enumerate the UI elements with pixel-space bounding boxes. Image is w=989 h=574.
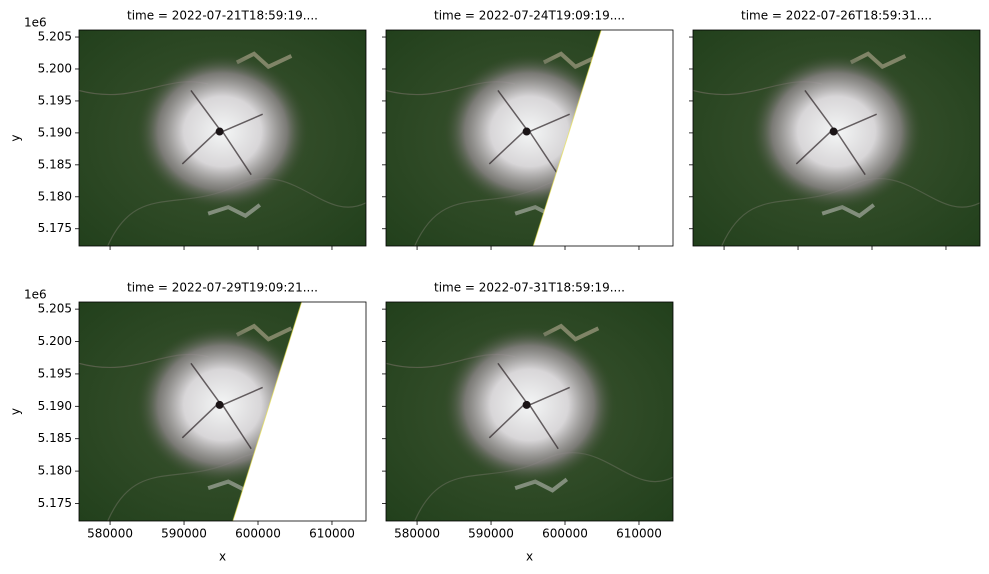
panel-title: time = 2022-07-31T18:59:19....: [434, 281, 625, 295]
summit: [522, 400, 531, 409]
y-offset-label: 1e6: [24, 16, 47, 30]
x-tick-label: 590000: [161, 527, 207, 541]
panel-title: time = 2022-07-26T18:59:31....: [741, 9, 932, 23]
panel-title: time = 2022-07-24T19:09:19....: [434, 9, 625, 23]
y-tick-label: 5.185: [38, 157, 72, 171]
y-tick-label: 5.175: [38, 221, 72, 235]
y-tick-label: 5.200: [38, 61, 72, 75]
panel-title: time = 2022-07-29T19:09:21....: [127, 281, 318, 295]
satellite-image: [79, 302, 366, 521]
axes-frame: [78, 301, 367, 522]
summit: [522, 127, 531, 136]
axes-frame: [692, 29, 981, 247]
crevasses: [488, 362, 570, 450]
y-tick-label: 5.205: [38, 302, 72, 316]
crevasses: [181, 90, 263, 176]
satellite-image: [386, 30, 673, 246]
x-tick-label: 610000: [309, 527, 355, 541]
x-axis-label: x: [526, 550, 533, 564]
axes-frame: [78, 29, 367, 247]
ridge: [207, 203, 262, 219]
x-tick-label: 600000: [235, 527, 281, 541]
summit: [215, 400, 224, 409]
y-tick-label: 5.190: [38, 125, 72, 139]
swath-edge: [532, 30, 602, 246]
axes-frame: [385, 301, 674, 522]
x-tick-label: 600000: [542, 527, 588, 541]
x-tick-label: 580000: [394, 527, 440, 541]
nodata-region: [533, 30, 673, 246]
y-tick-label: 5.195: [38, 366, 72, 380]
satellite-image: [693, 30, 980, 246]
crevasses: [488, 90, 570, 176]
y-tick-label: 5.180: [38, 189, 72, 203]
y-tick-label: 5.180: [38, 464, 72, 478]
y-tick-label: 5.185: [38, 431, 72, 445]
y-tick-label: 5.190: [38, 399, 72, 413]
ridge: [821, 203, 876, 219]
satellite-image: [386, 302, 673, 521]
y-axis-label: y: [9, 408, 23, 415]
summit: [829, 127, 838, 136]
y-tick-label: 5.195: [38, 93, 72, 107]
x-tick-label: 580000: [87, 527, 133, 541]
swath-edge: [232, 302, 303, 521]
y-offset-label: 1e6: [24, 288, 47, 302]
axes-frame: [385, 29, 674, 247]
x-tick-label: 590000: [468, 527, 514, 541]
crevasses: [795, 90, 877, 176]
panel-title: time = 2022-07-21T18:59:19....: [127, 9, 318, 23]
y-tick-label: 5.205: [38, 30, 72, 44]
summit: [215, 127, 224, 136]
x-tick-label: 610000: [616, 527, 662, 541]
x-axis-label: x: [219, 550, 226, 564]
satellite-image: [79, 30, 366, 246]
y-tick-label: 5.175: [38, 496, 72, 510]
ridge: [514, 477, 569, 493]
crevasses: [181, 362, 263, 450]
nodata-region: [232, 302, 366, 521]
y-tick-label: 5.200: [38, 334, 72, 348]
y-axis-label: y: [9, 134, 23, 141]
